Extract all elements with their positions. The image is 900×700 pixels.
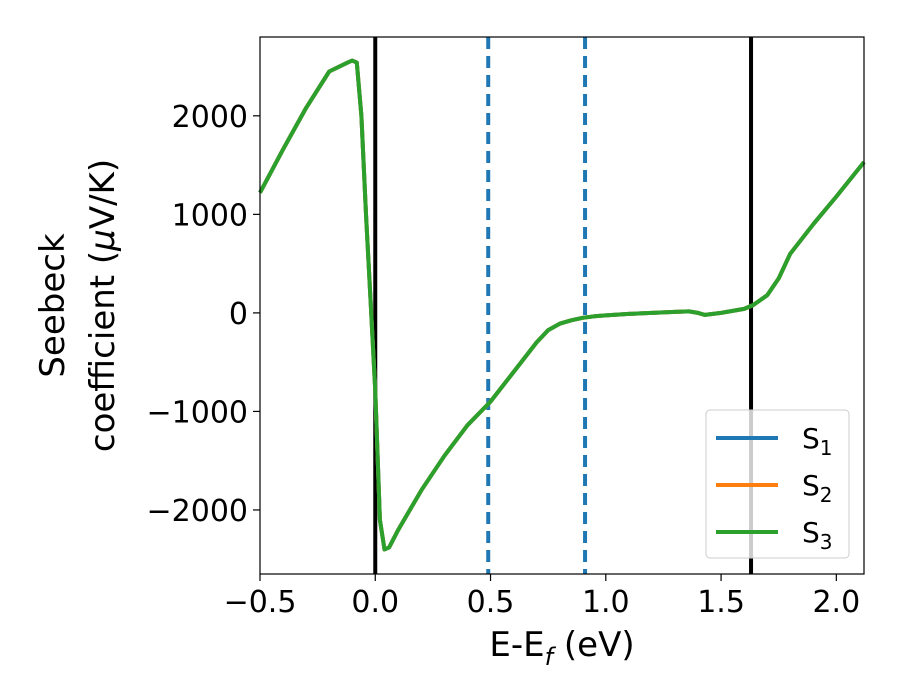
- x-tick-label: −0.5: [224, 585, 297, 620]
- x-tick-label: 0.0: [351, 585, 399, 620]
- x-axis-title: E-Ef (eV): [489, 625, 634, 671]
- y-axis-title-line2: coefficient (μV/K): [83, 159, 123, 452]
- legend-label-s3: S3: [802, 516, 833, 554]
- y-axis-ticks: −2000 −1000 0 1000 2000: [147, 100, 260, 529]
- legend-label-s2: S2: [802, 469, 833, 507]
- series-layer: [258, 58, 866, 552]
- y-tick-label: 0: [229, 297, 248, 332]
- y-tick-label: 2000: [172, 100, 248, 135]
- plot-frame: [259, 36, 865, 575]
- y-tick-label: 1000: [172, 198, 248, 233]
- x-tick-label: 0.5: [467, 585, 515, 620]
- x-tick-label: 1.5: [697, 585, 745, 620]
- x-axis-ticks: −0.5 0.0 0.5 1.0 1.5 2.0: [224, 574, 860, 620]
- x-tick-label: 2.0: [812, 585, 860, 620]
- series-line-s3: [258, 58, 866, 552]
- x-tick-label: 1.0: [582, 585, 630, 620]
- y-tick-label: −1000: [147, 395, 248, 430]
- legend: S1 S2 S3: [705, 409, 850, 559]
- y-axis-title-line1: Seebeck: [33, 233, 73, 378]
- vertical-lines-layer: [373, 37, 754, 574]
- legend-label-s1: S1: [802, 422, 833, 460]
- y-tick-label: −2000: [147, 494, 248, 529]
